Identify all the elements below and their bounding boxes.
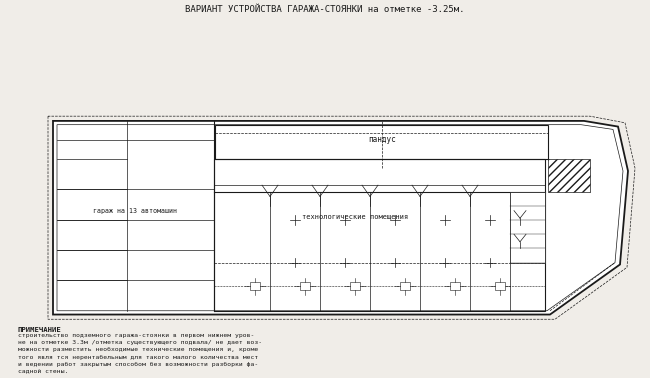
Bar <box>450 282 460 290</box>
Bar <box>350 282 360 290</box>
Polygon shape <box>53 121 628 314</box>
Text: технологические помещения: технологические помещения <box>302 214 408 220</box>
Text: ВАРИАНТ УСТРОЙСТВА ГАРАЖА-СТОЯНКИ на отметке -3.25м.: ВАРИАНТ УСТРОЙСТВА ГАРАЖА-СТОЯНКИ на отм… <box>185 5 465 14</box>
Bar <box>495 282 505 290</box>
Text: пандус: пандус <box>368 135 396 144</box>
Bar <box>400 282 410 290</box>
Bar <box>214 159 545 311</box>
Bar <box>215 125 548 159</box>
Bar <box>510 192 545 263</box>
Text: ПРИМЕЧАНИЕ: ПРИМЕЧАНИЕ <box>18 327 62 333</box>
Text: гараж на 13 автомашин: гараж на 13 автомашин <box>93 208 177 214</box>
Polygon shape <box>48 116 635 319</box>
Bar <box>300 282 310 290</box>
Text: строительство подземного гаража-стоянки в первом нижнем уров-
не на отметке 3.3м: строительство подземного гаража-стоянки … <box>18 333 262 373</box>
Bar <box>250 282 260 290</box>
